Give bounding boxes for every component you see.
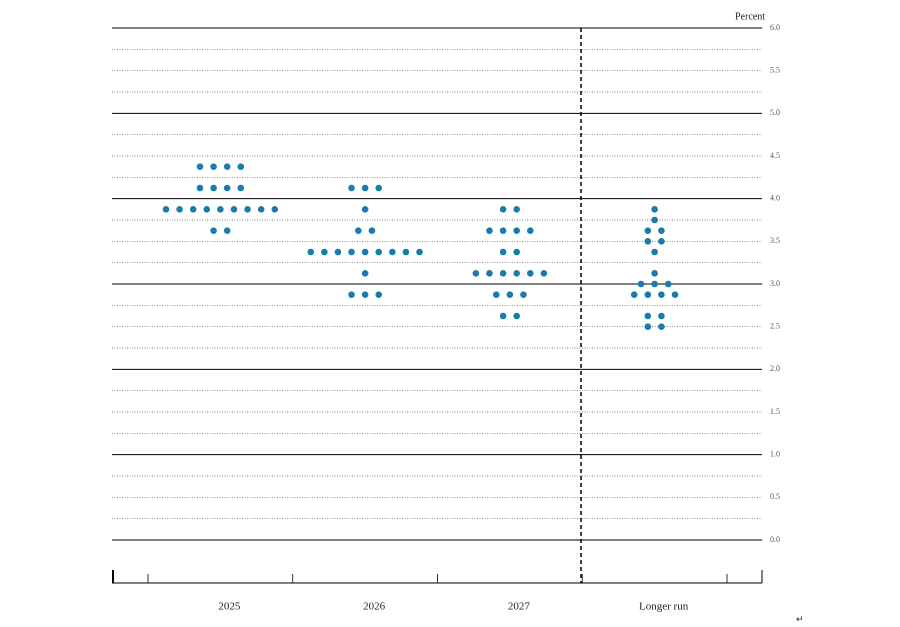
dot bbox=[334, 248, 342, 256]
y-tick-label: 4.5 bbox=[770, 151, 780, 160]
dot bbox=[237, 184, 245, 192]
dot bbox=[210, 163, 217, 170]
dot bbox=[671, 291, 679, 298]
dot bbox=[513, 270, 520, 277]
dot bbox=[361, 270, 369, 277]
y-tick-label: 5.0 bbox=[770, 108, 780, 117]
dot bbox=[651, 206, 658, 213]
x-tick-label: 2026 bbox=[363, 601, 386, 613]
dot bbox=[520, 291, 527, 298]
y-tick-label: 0.5 bbox=[770, 492, 780, 501]
y-tick-label: 3.0 bbox=[770, 279, 780, 288]
dot bbox=[361, 248, 369, 256]
dot bbox=[176, 206, 183, 213]
dot bbox=[368, 227, 376, 234]
dot bbox=[651, 270, 658, 277]
dot bbox=[658, 291, 665, 298]
dot bbox=[651, 216, 658, 224]
dot bbox=[321, 248, 328, 256]
dot bbox=[361, 206, 369, 213]
dot bbox=[257, 206, 265, 213]
dot bbox=[630, 291, 638, 298]
dot bbox=[210, 227, 217, 234]
return-mark: ↵ bbox=[796, 614, 804, 624]
y-tick-label: 6.0 bbox=[770, 23, 780, 32]
y-tick-label: 0.0 bbox=[770, 535, 780, 544]
dot bbox=[196, 163, 204, 170]
dot bbox=[271, 206, 279, 213]
dot bbox=[526, 270, 534, 277]
dot bbox=[375, 291, 383, 298]
dot bbox=[637, 280, 645, 288]
dot bbox=[513, 248, 520, 256]
dot bbox=[348, 248, 355, 256]
dot bbox=[217, 206, 224, 213]
dot bbox=[513, 227, 520, 234]
x-tick-label: 2027 bbox=[508, 601, 531, 613]
dot bbox=[658, 238, 665, 245]
dot bbox=[499, 248, 507, 256]
dot bbox=[644, 312, 652, 320]
dot bbox=[651, 248, 658, 256]
dot bbox=[162, 206, 170, 213]
dot bbox=[499, 227, 507, 234]
y-tick-label: 2.5 bbox=[770, 321, 780, 330]
x-tick-label: Longer run bbox=[639, 601, 689, 613]
dot bbox=[361, 291, 369, 298]
dot bbox=[486, 227, 493, 234]
dot bbox=[658, 312, 665, 320]
dot bbox=[348, 291, 355, 298]
dot bbox=[203, 206, 211, 213]
dot bbox=[375, 184, 383, 192]
dot bbox=[348, 184, 355, 192]
dot bbox=[223, 184, 231, 192]
y-tick-label: 4.0 bbox=[770, 193, 780, 202]
dot bbox=[513, 312, 520, 320]
dot bbox=[540, 270, 548, 277]
dot bbox=[506, 291, 514, 298]
dot bbox=[416, 248, 423, 256]
dot bbox=[526, 227, 534, 234]
dot bbox=[210, 184, 217, 192]
dot bbox=[389, 248, 396, 256]
dot bbox=[375, 248, 383, 256]
y-tick-label: 1.0 bbox=[770, 449, 780, 458]
dot bbox=[237, 163, 245, 170]
dot bbox=[402, 248, 410, 256]
dot bbox=[196, 184, 204, 192]
dot bbox=[499, 312, 507, 320]
dot bbox=[651, 280, 658, 288]
y-tick-label: 2.0 bbox=[770, 364, 780, 373]
dot bbox=[355, 227, 362, 234]
x-tick-label: 2025 bbox=[218, 601, 241, 613]
dot bbox=[658, 227, 665, 234]
dot bbox=[658, 323, 665, 330]
dot bbox=[492, 291, 500, 298]
dot bbox=[244, 206, 251, 213]
dot bbox=[644, 323, 652, 330]
dot bbox=[230, 206, 238, 213]
dot bbox=[307, 248, 315, 256]
dot bbox=[513, 206, 520, 213]
y-tick-label: 5.5 bbox=[770, 65, 780, 74]
dot bbox=[189, 206, 197, 213]
dot bbox=[644, 238, 652, 245]
y-tick-label: 3.5 bbox=[770, 236, 780, 245]
dot bbox=[644, 291, 652, 298]
dot bbox=[499, 206, 507, 213]
dot bbox=[472, 270, 480, 277]
dot bbox=[361, 184, 369, 192]
dot bbox=[486, 270, 493, 277]
dot bbox=[499, 270, 507, 277]
dot bbox=[223, 227, 231, 234]
dot bbox=[223, 163, 231, 170]
y-axis-label: Percent bbox=[735, 11, 765, 22]
dot bbox=[644, 227, 652, 234]
y-tick-label: 1.5 bbox=[770, 407, 780, 416]
dot bbox=[664, 280, 672, 288]
